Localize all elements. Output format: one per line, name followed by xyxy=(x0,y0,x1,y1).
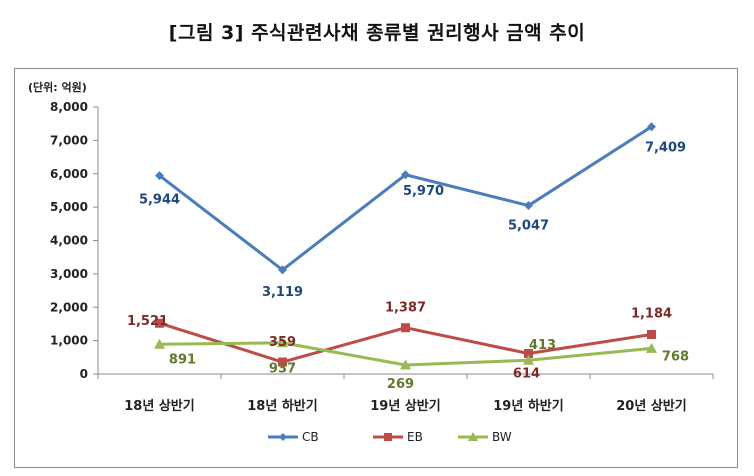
series-layer xyxy=(154,122,657,370)
point-eb xyxy=(155,318,164,328)
point-bw xyxy=(400,359,411,370)
legend-label-bw: BW xyxy=(492,430,512,444)
data-label-bw: 768 xyxy=(662,349,689,364)
data-label-cb: 5,047 xyxy=(508,219,549,234)
data-label-eb: 614 xyxy=(513,367,540,382)
y-tick-label: 7,000 xyxy=(50,133,88,147)
legend: CB EB BW xyxy=(268,430,512,444)
point-bw xyxy=(154,338,165,349)
data-label-bw: 937 xyxy=(269,362,296,377)
y-tick-label: 5,000 xyxy=(50,200,88,214)
data-label-cb: 5,944 xyxy=(139,193,180,208)
y-tick-label: 4,000 xyxy=(50,234,88,248)
data-label-eb: 1,521 xyxy=(127,314,168,329)
legend-marker-cb xyxy=(279,433,287,441)
data-label-eb: 359 xyxy=(269,335,296,350)
point-cb xyxy=(278,265,287,275)
point-eb xyxy=(278,357,287,367)
data-label-bw: 269 xyxy=(387,377,414,392)
y-tick-label: 2,000 xyxy=(50,300,88,314)
data-label-cb: 5,970 xyxy=(403,184,444,199)
legend-marker-eb xyxy=(384,433,392,441)
data-label-eb: 1,387 xyxy=(385,301,426,316)
y-tick-label: 0 xyxy=(80,367,88,381)
point-bw xyxy=(277,337,288,348)
point-cb xyxy=(401,170,410,180)
data-labels: 5,944 3,119 5,970 5,047 7,409 1,521 359 1,387 61… xyxy=(127,141,689,392)
x-tick-label: 19년 하반기 xyxy=(493,398,563,414)
legend-marker-bw xyxy=(468,432,478,441)
legend-label-eb: EB xyxy=(407,430,423,444)
data-label-bw: 891 xyxy=(169,352,196,367)
data-label-bw: 413 xyxy=(529,338,556,353)
legend-label-cb: CB xyxy=(302,430,319,444)
data-label-cb: 7,409 xyxy=(645,141,686,156)
x-tick-label: 18년 상반기 xyxy=(124,398,194,414)
y-axis: 0 1,000 2,000 3,000 4,000 5,000 6,000 7,000 8,00… xyxy=(50,100,99,381)
point-eb xyxy=(647,329,656,339)
point-cb xyxy=(524,201,533,211)
y-tick-label: 1,000 xyxy=(50,334,88,348)
chart-frame: (단위: 억원) 0 1,000 2,000 3,000 4,000 5,000 6,000… xyxy=(14,68,738,468)
data-label-eb: 1,184 xyxy=(631,306,672,321)
line-chart: (단위: 억원) 0 1,000 2,000 3,000 4,000 5,000 6,000… xyxy=(28,80,714,444)
data-label-cb: 3,119 xyxy=(262,285,303,300)
point-cb xyxy=(155,171,164,181)
point-bw xyxy=(523,354,534,365)
point-bw xyxy=(646,342,657,353)
point-cb xyxy=(647,122,656,132)
x-tick-label: 20년 상반기 xyxy=(616,398,686,414)
y-tick-label: 8,000 xyxy=(50,100,88,114)
x-axis: 18년 상반기 18년 하반기 19년 상반기 19년 하반기 20년 상반기 xyxy=(97,373,714,414)
x-tick-label: 18년 하반기 xyxy=(247,398,317,414)
point-eb xyxy=(401,323,410,333)
unit-label: (단위: 억원) xyxy=(28,80,87,94)
y-tick-label: 6,000 xyxy=(50,167,88,181)
x-tick-label: 19년 상반기 xyxy=(370,398,440,414)
point-eb xyxy=(524,349,533,359)
chart-title: [그림 3] 주식관련사채 종류별 권리행사 금액 추이 xyxy=(168,22,586,44)
y-tick-label: 3,000 xyxy=(50,267,88,281)
